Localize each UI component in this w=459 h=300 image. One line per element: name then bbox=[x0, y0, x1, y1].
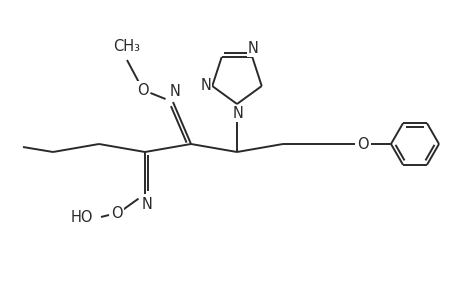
Text: N: N bbox=[247, 41, 258, 56]
Text: N: N bbox=[232, 106, 243, 121]
Text: N: N bbox=[169, 84, 180, 99]
Text: HO: HO bbox=[70, 211, 93, 226]
Text: O: O bbox=[137, 82, 149, 98]
Text: O: O bbox=[111, 206, 123, 221]
Text: CH₃: CH₃ bbox=[113, 39, 140, 54]
Text: N: N bbox=[141, 197, 152, 212]
Text: N: N bbox=[200, 77, 211, 92]
Text: O: O bbox=[356, 136, 368, 152]
